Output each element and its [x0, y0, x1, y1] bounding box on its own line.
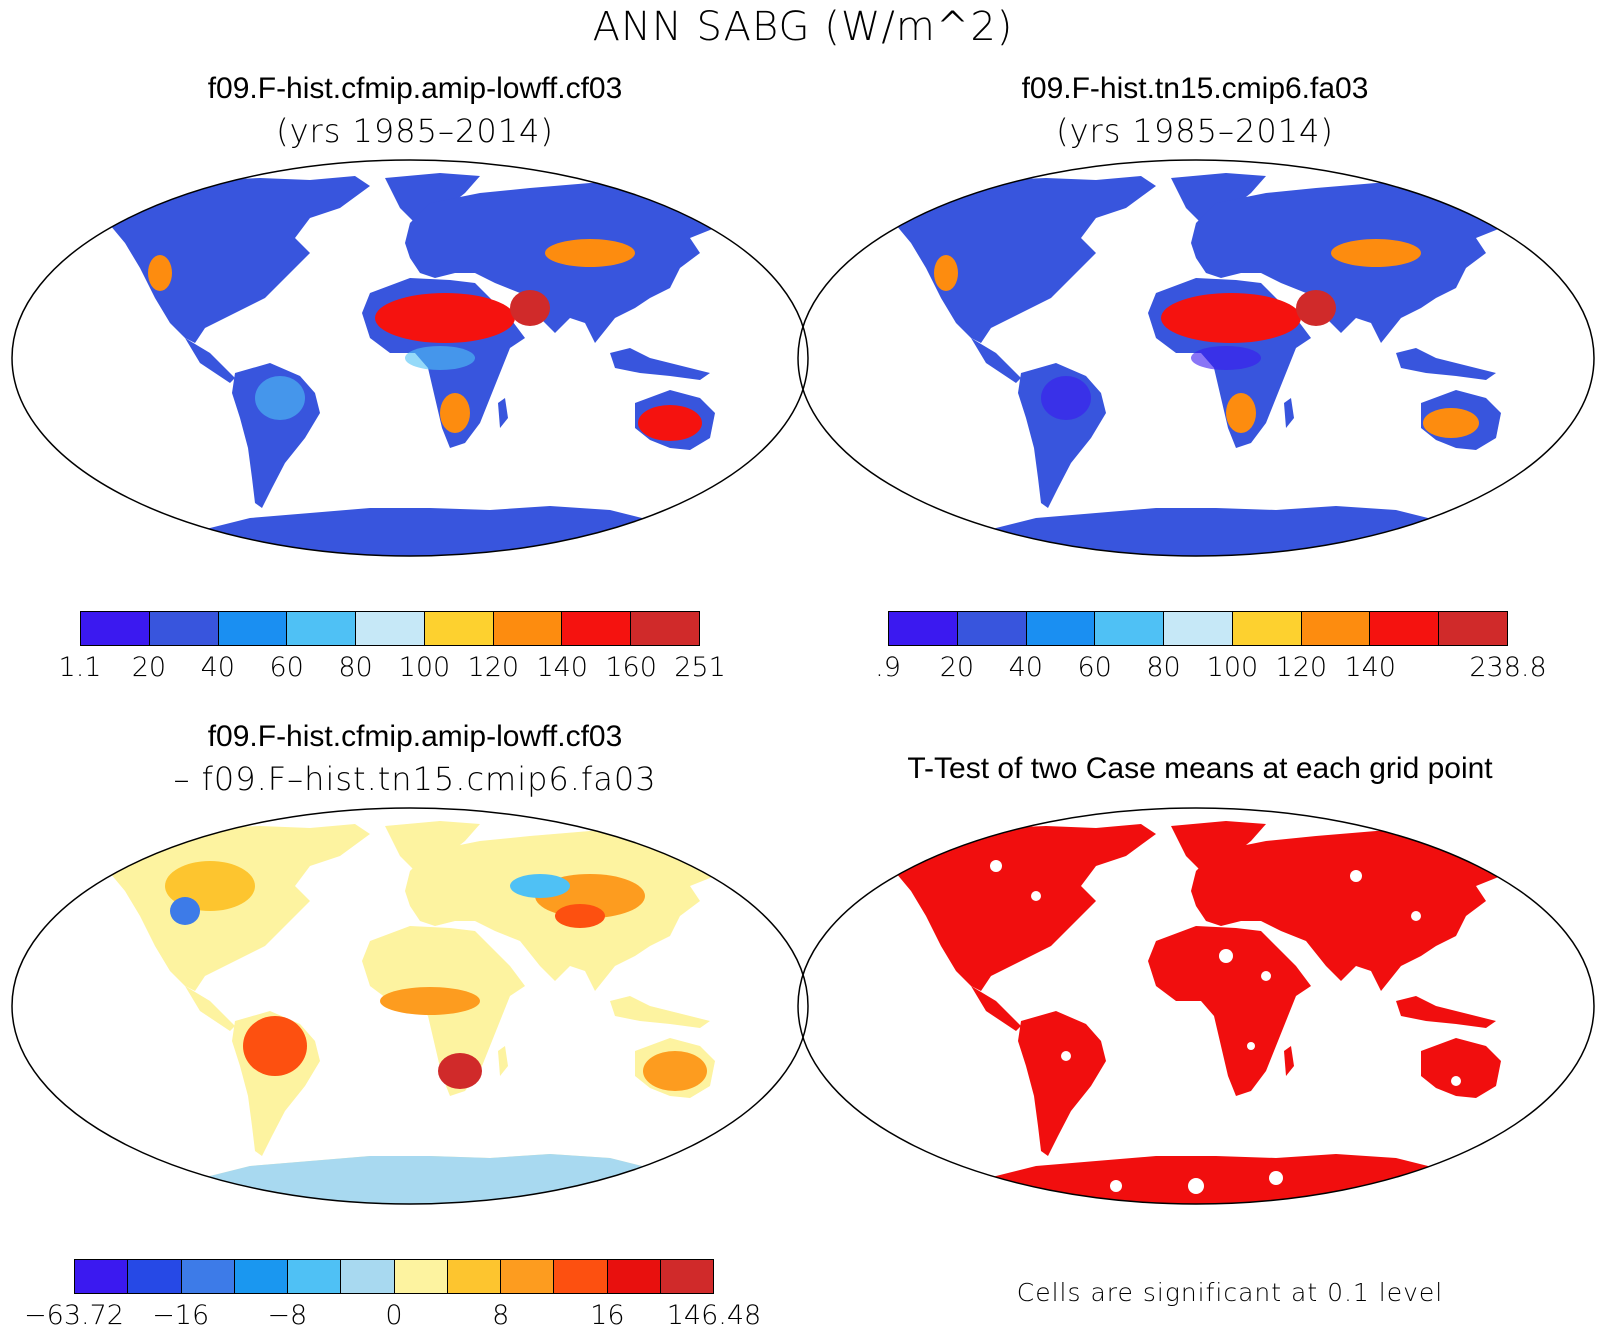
panel-2-title: f09.F-hist.tn15.cmip6.fa03	[1021, 72, 1369, 105]
panel-2-colorbar-ticks: .9 20 40 60 80 100 120 140 238.8	[875, 652, 1547, 686]
colorbar-swatch	[1232, 612, 1302, 645]
colorbar-swatch	[554, 1260, 608, 1293]
colorbar-tick-label: 120	[467, 652, 520, 683]
colorbar-tick-label: 238.8	[1469, 652, 1547, 683]
colorbar-tick-label: 60	[269, 652, 304, 683]
colorbar-tick-label: .9	[875, 652, 901, 683]
colorbar-swatch	[149, 612, 219, 645]
panel-1-colorbar	[80, 611, 700, 646]
colorbar-swatch	[81, 612, 150, 645]
colorbar-tick-label: 16	[590, 1300, 625, 1331]
panel-3-colorbar	[74, 1259, 714, 1294]
colorbar-swatch	[562, 612, 632, 645]
colorbar-swatch	[424, 612, 494, 645]
colorbar-tick-label: 60	[1077, 652, 1112, 683]
colorbar-swatch	[218, 612, 288, 645]
colorbar-tick-label: 20	[939, 652, 975, 683]
colorbar-swatch	[128, 1260, 182, 1293]
colorbar-tick-label: 100	[1206, 652, 1259, 683]
colorbar-swatch	[356, 612, 425, 645]
panel-1-map	[11, 159, 809, 557]
panel-4-map	[797, 807, 1595, 1205]
colorbar-swatch	[341, 1260, 395, 1293]
significance-note: Cells are significant at 0.1 level	[1016, 1278, 1444, 1307]
colorbar-tick-label: 20	[131, 652, 167, 683]
colorbar-swatch	[607, 1260, 661, 1293]
panel-1-title: f09.F-hist.cfmip.amip-lowff.cf03	[207, 72, 623, 105]
panel-2-colorbar	[888, 611, 1508, 646]
colorbar-swatch	[1026, 612, 1096, 645]
colorbar-tick-label: 1.1	[58, 652, 102, 683]
colorbar-swatch	[75, 1260, 129, 1293]
colorbar-tick-label: 100	[398, 652, 451, 683]
panel-2-subtitle: (yrs 1985–2014)	[1056, 112, 1334, 150]
colorbar-swatch	[394, 1260, 448, 1293]
colorbar-tick-label: 251	[674, 652, 726, 683]
colorbar-tick-label: 140	[536, 652, 588, 683]
colorbar-tick-label: 40	[1008, 652, 1043, 683]
colorbar-swatch	[493, 612, 563, 645]
colorbar-tick-label: 140	[1344, 652, 1396, 683]
colorbar-swatch	[889, 612, 958, 645]
panel-3-colorbar-ticks: −63.72 −16 −8 0 8 16 146.48	[24, 1300, 761, 1334]
colorbar-tick-label: −63.72	[24, 1300, 124, 1331]
colorbar-swatch	[1095, 612, 1165, 645]
panel-3-map	[11, 807, 809, 1205]
colorbar-tick-label: 80	[338, 652, 373, 683]
colorbar-swatch	[1439, 612, 1508, 645]
colorbar-tick-label: 80	[1146, 652, 1181, 683]
colorbar-tick-label: 40	[200, 652, 235, 683]
colorbar-swatch	[234, 1260, 288, 1293]
panel-1-subtitle: (yrs 1985–2014)	[276, 112, 554, 150]
colorbar-tick-label: 146.48	[666, 1300, 762, 1331]
panel-3-title: f09.F-hist.cfmip.amip-lowff.cf03	[207, 720, 623, 753]
colorbar-tick-label: 8	[492, 1300, 510, 1331]
colorbar-tick-label: 160	[605, 652, 657, 683]
colorbar-swatch	[287, 612, 357, 645]
colorbar-tick-label: −8	[267, 1300, 308, 1331]
panel-4-title: T-Test of two Case means at each grid po…	[907, 752, 1493, 785]
colorbar-tick-label: 120	[1275, 652, 1328, 683]
colorbar-tick-label: −16	[152, 1300, 210, 1331]
colorbar-swatch	[957, 612, 1027, 645]
colorbar-swatch	[181, 1260, 235, 1293]
figure-title: ANN SABG (W/m^2)	[592, 4, 1014, 50]
colorbar-swatch	[501, 1260, 555, 1293]
colorbar-swatch	[288, 1260, 342, 1293]
panel-1-colorbar-ticks: 1.1 20 40 60 80 100 120 140 160 251	[59, 652, 726, 686]
panel-2-map	[797, 159, 1595, 557]
colorbar-swatch	[447, 1260, 501, 1293]
panel-3-subtitle: – f09.F–hist.tn15.cmip6.fa03	[173, 760, 657, 798]
colorbar-swatch	[1164, 612, 1233, 645]
colorbar-tick-label: 0	[385, 1300, 403, 1331]
colorbar-swatch	[1301, 612, 1371, 645]
colorbar-swatch	[1370, 612, 1440, 645]
colorbar-swatch	[660, 1260, 713, 1293]
colorbar-swatch	[631, 612, 700, 645]
